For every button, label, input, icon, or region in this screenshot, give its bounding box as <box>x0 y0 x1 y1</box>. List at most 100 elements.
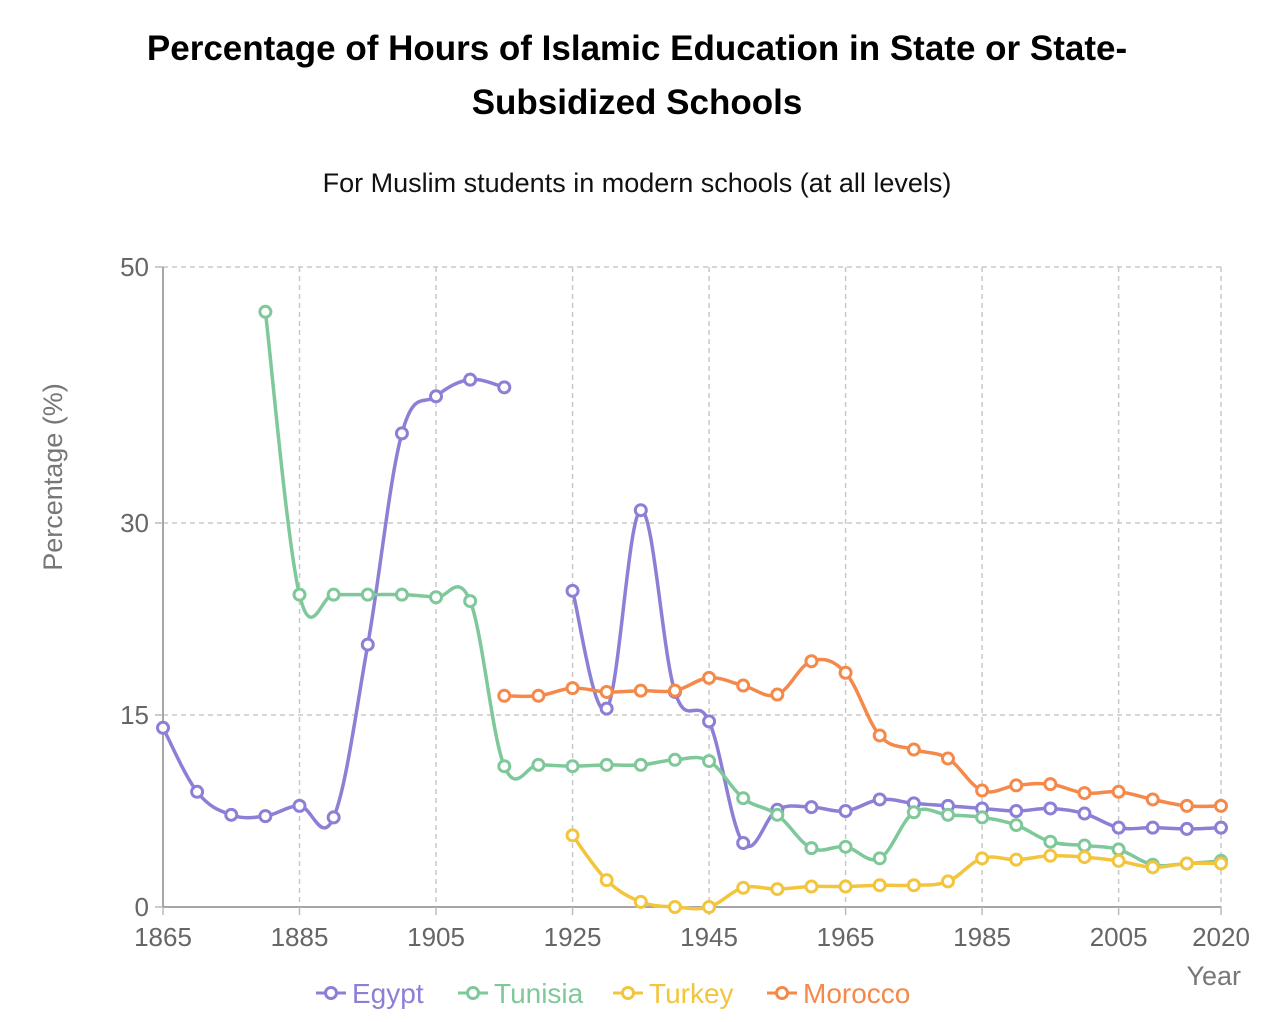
legend-item-egypt: Egypt <box>316 978 424 1009</box>
data-point-egypt <box>326 810 341 825</box>
legend-label-morocco: Morocco <box>803 978 910 1009</box>
x-tick-label: 1925 <box>544 922 602 952</box>
data-point-tunisia <box>667 752 682 767</box>
data-point-egypt <box>497 380 512 395</box>
data-point-tunisia <box>838 839 853 854</box>
data-point-turkey <box>1043 848 1058 863</box>
data-point-egypt <box>1145 820 1160 835</box>
x-tick-label: 1865 <box>134 922 192 952</box>
legend-marker-tunisia <box>466 986 480 1000</box>
data-point-turkey <box>702 900 717 914</box>
legend-item-morocco: Morocco <box>767 978 910 1009</box>
data-point-morocco <box>599 684 614 699</box>
data-point-morocco <box>1077 786 1092 801</box>
data-point-morocco <box>497 688 512 703</box>
data-point-turkey <box>975 851 990 866</box>
x-tick-label: 1905 <box>407 922 465 952</box>
data-point-turkey <box>1077 850 1092 865</box>
legend-marker-egypt <box>324 986 338 1000</box>
data-point-tunisia <box>633 757 648 772</box>
data-point-egypt <box>1077 806 1092 821</box>
data-point-morocco <box>667 683 682 698</box>
data-point-tunisia <box>940 807 955 822</box>
data-point-tunisia <box>975 810 990 825</box>
data-point-turkey <box>1111 853 1126 868</box>
data-point-tunisia <box>1009 818 1024 833</box>
data-point-tunisia <box>872 851 887 866</box>
data-point-tunisia <box>702 754 717 769</box>
data-point-egypt <box>838 804 853 818</box>
data-point-turkey <box>1145 860 1160 875</box>
data-point-egypt <box>429 389 444 404</box>
data-point-tunisia <box>326 587 341 602</box>
data-point-egypt <box>1009 804 1024 818</box>
y-tick-label: 30 <box>120 508 149 538</box>
legend: Egypt Tunisia Turkey Morocco <box>316 978 910 1009</box>
y-tick-label: 0 <box>135 892 149 922</box>
data-point-morocco <box>872 728 887 743</box>
data-point-egypt <box>872 792 887 807</box>
data-point-turkey <box>736 880 751 895</box>
data-point-tunisia <box>258 304 273 319</box>
grid-lines <box>163 266 1222 907</box>
data-point-morocco <box>1214 798 1228 813</box>
data-point-tunisia <box>1043 834 1058 849</box>
legend-label-egypt: Egypt <box>352 978 424 1009</box>
data-point-tunisia <box>565 759 580 774</box>
data-point-morocco <box>1043 777 1058 792</box>
data-point-morocco <box>1145 792 1160 807</box>
data-point-turkey <box>770 882 785 897</box>
series-line-tunisia <box>263 311 1222 868</box>
series-morocco <box>497 654 1228 813</box>
x-tick-label: 1965 <box>817 922 875 952</box>
data-point-egypt <box>1214 820 1228 835</box>
series-tunisia <box>258 304 1228 872</box>
legend-label-turkey: Turkey <box>649 978 734 1009</box>
data-point-morocco <box>804 654 819 669</box>
legend-label-tunisia: Tunisia <box>494 978 584 1009</box>
x-tick-label: 1985 <box>953 922 1011 952</box>
data-point-turkey <box>1009 852 1024 867</box>
data-point-egypt <box>804 800 819 815</box>
data-point-egypt <box>190 784 205 799</box>
data-point-egypt <box>702 714 717 729</box>
data-point-egypt <box>258 809 273 824</box>
data-point-morocco <box>633 683 648 698</box>
data-point-turkey <box>599 873 614 888</box>
data-point-egypt <box>394 426 409 441</box>
data-point-tunisia <box>497 759 512 774</box>
series-line-morocco <box>504 657 1222 809</box>
data-point-tunisia <box>906 805 921 820</box>
data-point-morocco <box>565 681 580 696</box>
data-point-turkey <box>804 879 819 894</box>
y-tick-label: 50 <box>120 252 149 282</box>
data-point-morocco <box>736 678 751 693</box>
data-point-egypt <box>1179 821 1194 836</box>
y-tick-label: 15 <box>120 700 149 730</box>
data-point-tunisia <box>1111 842 1126 857</box>
data-point-morocco <box>531 688 546 703</box>
data-point-egypt <box>1043 801 1058 816</box>
data-point-tunisia <box>292 587 307 602</box>
data-point-egypt <box>599 701 614 716</box>
data-point-egypt <box>224 807 239 822</box>
data-point-tunisia <box>599 757 614 772</box>
data-point-turkey <box>872 878 887 893</box>
data-point-morocco <box>940 751 955 766</box>
x-tick-label: 1885 <box>271 922 329 952</box>
data-point-egypt <box>292 798 307 813</box>
data-point-tunisia <box>394 587 409 602</box>
data-point-turkey <box>1214 856 1228 871</box>
data-point-tunisia <box>804 841 819 856</box>
data-point-tunisia <box>736 791 751 806</box>
data-point-egypt <box>633 503 648 518</box>
series-turkey <box>565 828 1228 914</box>
data-point-turkey <box>633 894 648 909</box>
data-point-tunisia <box>360 587 375 602</box>
data-point-egypt <box>360 637 375 652</box>
data-point-turkey <box>838 879 853 894</box>
series-line-egypt <box>161 377 505 830</box>
data-point-egypt <box>463 372 478 387</box>
